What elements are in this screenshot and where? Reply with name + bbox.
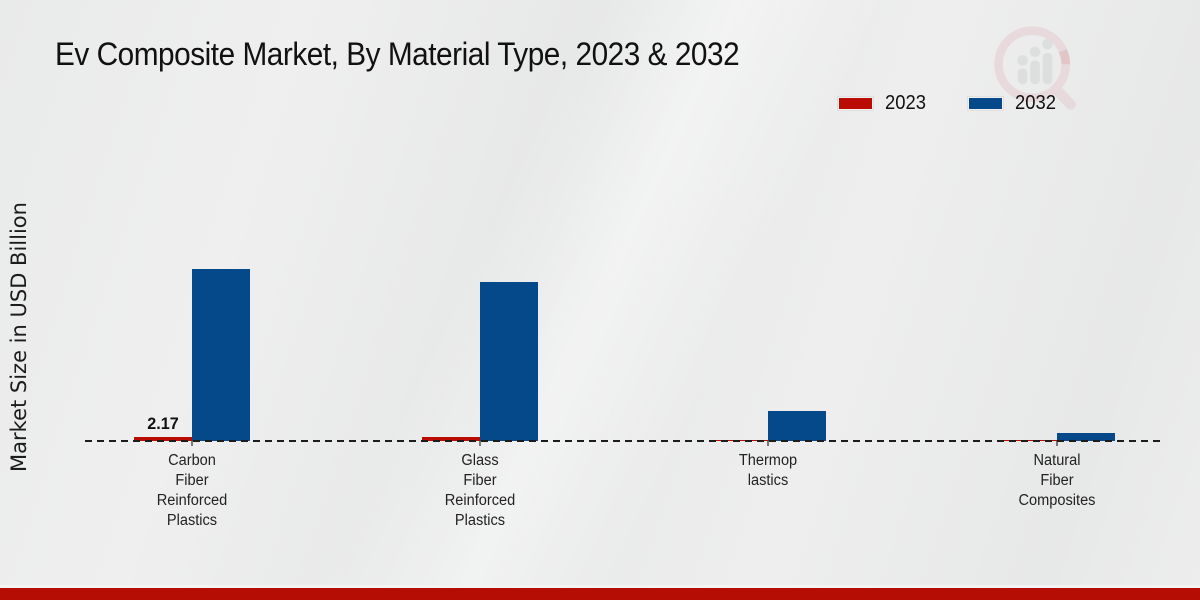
x-axis-tick [767, 441, 769, 446]
legend-swatch-2023 [838, 97, 873, 110]
chart-title: Ev Composite Market, By Material Type, 2… [55, 36, 740, 72]
x-axis-tick [479, 441, 481, 446]
bar-2032-glass-fiber-reinforced-plastics [480, 281, 538, 441]
x-axis-tick [191, 441, 193, 446]
zero-baseline [85, 440, 1165, 442]
bar-value-label-2023-carbon-fiber-reinforced-plastics: 2.17 [147, 413, 179, 433]
x-axis-category-label-glass-fiber-reinforced-plastics: Glass Fiber Reinforced Plastics [444, 452, 516, 529]
legend-item-2032: 2032 [967, 92, 1060, 115]
bar-2032-carbon-fiber-reinforced-plastics [192, 268, 250, 441]
bar-2032-natural-fiber-composites [1057, 432, 1115, 441]
x-axis-tick [1056, 441, 1058, 446]
bar-2023-carbon-fiber-reinforced-plastics [134, 436, 192, 441]
legend-swatch-2032 [967, 97, 1003, 110]
bar-2032-thermoplastics [768, 411, 826, 441]
legend-label-2023: 2023 [885, 92, 926, 114]
legend-item-2023: 2023 [838, 92, 930, 115]
bar-2023-glass-fiber-reinforced-plastics [422, 437, 480, 441]
x-axis-category-label-thermoplastics: Thermop lastics [738, 452, 798, 489]
footer-divider [0, 585, 1200, 588]
legend-label-2032: 2032 [1014, 92, 1056, 114]
x-axis-category-label-carbon-fiber-reinforced-plastics: Carbon Fiber Reinforced Plastics [156, 452, 228, 529]
legend: 2023 2032 [838, 92, 1059, 115]
x-axis-category-label-natural-fiber-composites: Natural Fiber Composites [1018, 452, 1096, 509]
footer-stripe [0, 588, 1200, 600]
